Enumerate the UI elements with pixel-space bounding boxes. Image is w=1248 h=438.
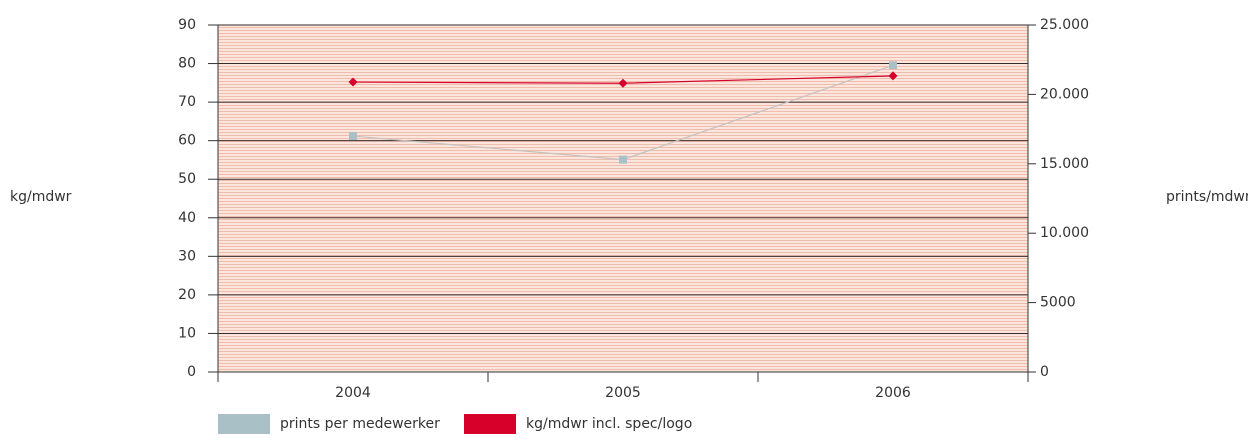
y-tick-label: 30 (178, 248, 196, 264)
y2-tick-label: 25.000 (1040, 17, 1089, 33)
y-tick-label: 40 (178, 210, 196, 226)
y-tick-label: 20 (178, 287, 196, 303)
x-tick-label: 2004 (335, 385, 371, 401)
y2-tick-label: 20.000 (1040, 86, 1089, 102)
y2-tick-label: 5000 (1040, 295, 1076, 311)
y2-tick-label: 0 (1040, 364, 1049, 380)
y-tick-label: 0 (187, 364, 196, 380)
legend-swatch (218, 414, 270, 434)
y2-axis-label: prints/mdwr (1166, 189, 1248, 205)
y2-tick-label: 15.000 (1040, 156, 1089, 172)
marker (348, 77, 358, 87)
y-tick-label: 80 (178, 56, 196, 72)
marker (889, 61, 897, 70)
marker (619, 155, 627, 164)
y-axis-label: kg/mdwr (10, 189, 72, 205)
x-tick-label: 2005 (605, 385, 641, 401)
legend-swatch (464, 414, 516, 434)
legend-label: prints per medewerker (280, 416, 440, 432)
marker (618, 78, 628, 88)
plot-area (218, 25, 1028, 372)
y-tick-label: 10 (178, 325, 196, 341)
y-tick-label: 70 (178, 94, 196, 110)
legend-label: kg/mdwr incl. spec/logo (526, 416, 692, 432)
y2-tick-label: 10.000 (1040, 225, 1089, 241)
marker (888, 71, 898, 81)
x-tick-label: 2006 (875, 385, 911, 401)
y-tick-label: 50 (178, 171, 196, 187)
marker (349, 132, 357, 141)
y-tick-label: 60 (178, 133, 196, 149)
y-tick-label: 90 (178, 17, 196, 33)
